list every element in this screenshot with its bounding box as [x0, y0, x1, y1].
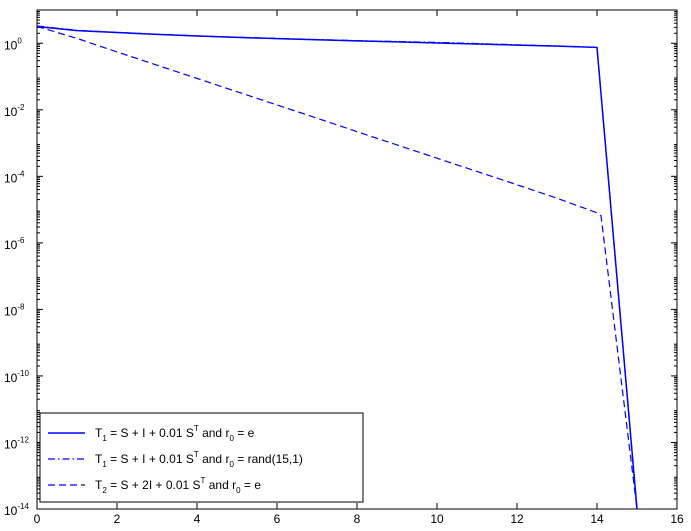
x-tick-label: 10 — [430, 512, 444, 526]
axis-ticks: 0 2 4 6 8 10 12 14 16 100 10-2 10-4 10-6 10-8 10-10 10-… — [4, 10, 684, 526]
x-tick-label: 12 — [510, 512, 524, 526]
y-tick-label: 10-10 — [4, 369, 29, 385]
series-line-3 — [37, 25, 638, 509]
y-tick-label: 10-4 — [4, 169, 25, 185]
x-tick-label: 16 — [670, 512, 684, 526]
series-line-2 — [37, 25, 638, 509]
legend-entry-2: T1 = S + I + 0.01 ST and r0 = rand(15,1) — [95, 450, 303, 469]
y-tick-label: 10-6 — [4, 236, 25, 252]
legend-entry-3: T2 = S + 2I + 0.01 ST and r0 = e — [95, 476, 261, 495]
y-tick-label: 10-8 — [4, 302, 25, 318]
x-tick-label: 2 — [114, 512, 121, 526]
series-lines — [37, 25, 638, 509]
y-tick-label: 10-2 — [4, 103, 25, 119]
x-tick-label: 8 — [354, 512, 361, 526]
y-tick-label: 10-12 — [4, 435, 29, 451]
x-tick-label: 4 — [194, 512, 201, 526]
legend: T1 = S + I + 0.01 ST and r0 = e T1 = S + … — [39, 412, 364, 503]
x-tick-label: 6 — [274, 512, 281, 526]
x-tick-label: 14 — [590, 512, 604, 526]
y-tick-label: 10-14 — [4, 502, 29, 518]
y-tick-label: 100 — [4, 36, 22, 52]
legend-entry-1: T1 = S + I + 0.01 ST and r0 = e — [95, 424, 255, 443]
legend-box — [39, 412, 364, 503]
x-tick-label: 0 — [34, 512, 41, 526]
